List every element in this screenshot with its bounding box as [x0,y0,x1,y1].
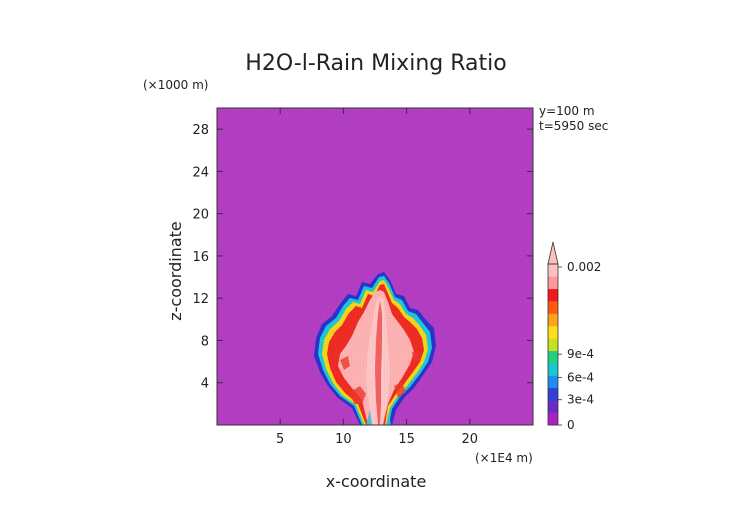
colorbar-segment [548,276,558,290]
y-tick-label: 8 [201,334,209,349]
colorbar-tick-label: 6e-4 [567,371,594,385]
y-tick-label: 4 [201,377,209,392]
colorbar-segment [548,387,558,401]
colorbar-segment [548,301,558,314]
y-unit-label: (×1000 m) [143,78,208,92]
colorbar: 0 3e-4 6e-4 9e-4 0.002 [547,241,601,432]
colorbar-segment [548,288,558,302]
x-unit-label: (×1E4 m) [475,451,533,465]
annotation-y-position: y=100 m [539,104,595,118]
x-tick-label: 5 [276,432,284,447]
colorbar-segment [548,338,558,351]
colorbar-segment [548,375,558,389]
colorbar-segment [548,412,558,426]
colorbar-segment [548,264,558,277]
y-tick-label: 20 [192,208,209,223]
colorbar-segment [548,363,558,376]
colorbar-tick-label: 3e-4 [567,393,594,407]
y-tick-label: 16 [192,250,209,265]
x-tick-label: 10 [335,432,352,447]
colorbar-segment [548,400,558,413]
plot-frame [216,107,534,426]
colorbar-segment [548,325,558,339]
colorbar-frame [547,263,559,426]
colorbar-segment [548,313,558,327]
plot-area: 5 10 15 20 4 8 12 16 20 24 28 [192,107,534,447]
colorbar-tick-label: 9e-4 [567,347,594,361]
y-tick-label: 28 [192,123,209,138]
colorbar-extend-arrow [547,241,559,265]
colorbar-tick-label: 0 [567,418,575,432]
y-tick-label: 24 [192,165,209,180]
chart-title: H2O-l-Rain Mixing Ratio [245,51,506,76]
plot-grid-texture [217,108,533,425]
y-tick-label: 12 [192,292,209,307]
y-axis-label: z-coordinate [166,221,185,321]
colorbar-tick-label: 0.002 [567,260,601,274]
x-tick-label: 15 [398,432,415,447]
x-axis-label: x-coordinate [326,472,427,491]
colorbar-segment [548,350,558,364]
x-tick-label: 20 [462,432,479,447]
annotation-time: t=5950 sec [539,119,608,133]
